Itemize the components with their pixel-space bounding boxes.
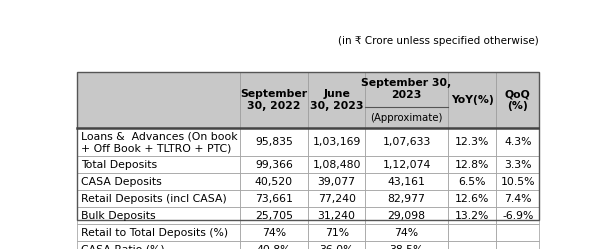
Text: 73,661: 73,661 (255, 194, 293, 204)
Bar (240, 207, 308, 224)
Text: 25,705: 25,705 (255, 211, 293, 221)
Bar (77, 156, 240, 173)
Text: 3.3%: 3.3% (504, 160, 532, 170)
Bar (77, 224, 240, 241)
Bar (365, 241, 448, 249)
Text: 12.6%: 12.6% (455, 194, 489, 204)
Text: 39,077: 39,077 (318, 177, 356, 187)
Bar (448, 207, 496, 224)
Text: 38.5%: 38.5% (389, 245, 424, 249)
Text: Bulk Deposits: Bulk Deposits (81, 211, 155, 221)
Bar (240, 156, 308, 173)
Bar (365, 224, 448, 241)
Bar (496, 190, 539, 207)
Text: 43,161: 43,161 (388, 177, 425, 187)
Bar (77, 207, 240, 224)
Text: CASA Ratio (%): CASA Ratio (%) (81, 245, 164, 249)
Bar (448, 72, 496, 128)
Text: 12.8%: 12.8% (455, 160, 489, 170)
Text: 40.8%: 40.8% (257, 245, 291, 249)
Text: Total Deposits: Total Deposits (81, 160, 157, 170)
Text: 1,08,480: 1,08,480 (313, 160, 361, 170)
Text: 7.4%: 7.4% (504, 194, 532, 204)
Bar (240, 224, 308, 241)
Text: 40,520: 40,520 (255, 177, 293, 187)
Bar (448, 241, 496, 249)
Text: 74%: 74% (394, 228, 419, 238)
Bar (496, 173, 539, 190)
Bar (496, 72, 539, 128)
Bar (365, 128, 448, 156)
Text: (Approximate): (Approximate) (370, 113, 443, 123)
Bar (448, 190, 496, 207)
Bar (308, 207, 365, 224)
Bar (448, 224, 496, 241)
Bar (77, 72, 240, 128)
Bar (448, 173, 496, 190)
Text: -6.9%: -6.9% (502, 211, 533, 221)
Bar (77, 72, 539, 220)
Text: Retail to Total Deposits (%): Retail to Total Deposits (%) (81, 228, 228, 238)
Text: 71%: 71% (325, 228, 349, 238)
Text: 12.3%: 12.3% (455, 137, 489, 147)
Bar (308, 190, 365, 207)
Bar (308, 241, 365, 249)
Bar (308, 128, 365, 156)
Text: 82,977: 82,977 (388, 194, 425, 204)
Text: 99,366: 99,366 (255, 160, 293, 170)
Bar (77, 128, 240, 156)
Text: 1,12,074: 1,12,074 (382, 160, 431, 170)
Text: September 30,
2023: September 30, 2023 (361, 78, 452, 100)
Bar (365, 72, 448, 128)
Text: Retail Deposits (incl CASA): Retail Deposits (incl CASA) (81, 194, 227, 204)
Bar (240, 190, 308, 207)
Text: CASA Deposits: CASA Deposits (81, 177, 162, 187)
Text: June
30, 2023: June 30, 2023 (310, 89, 364, 111)
Bar (365, 207, 448, 224)
Text: 6.5%: 6.5% (458, 177, 486, 187)
Bar (77, 190, 240, 207)
Text: 29,098: 29,098 (388, 211, 425, 221)
Bar (240, 128, 308, 156)
Text: 10.5%: 10.5% (500, 177, 535, 187)
Bar (77, 173, 240, 190)
Text: 1,03,169: 1,03,169 (313, 137, 361, 147)
Bar (365, 190, 448, 207)
Text: September
30, 2022: September 30, 2022 (241, 89, 308, 111)
Bar (496, 156, 539, 173)
Text: 31,240: 31,240 (318, 211, 356, 221)
Bar (496, 207, 539, 224)
Bar (496, 128, 539, 156)
Text: (in ₹ Crore unless specified otherwise): (in ₹ Crore unless specified otherwise) (338, 36, 539, 46)
Bar (365, 173, 448, 190)
Text: YoY(%): YoY(%) (451, 95, 493, 105)
Text: 4.3%: 4.3% (504, 137, 532, 147)
Text: Loans &  Advances (On book
+ Off Book + TLTRO + PTC): Loans & Advances (On book + Off Book + T… (81, 131, 238, 153)
Bar (308, 156, 365, 173)
Text: 13.2%: 13.2% (455, 211, 489, 221)
Text: 74%: 74% (262, 228, 286, 238)
Bar (77, 241, 240, 249)
Bar (308, 72, 365, 128)
Bar (240, 241, 308, 249)
Bar (240, 72, 308, 128)
Text: 95,835: 95,835 (255, 137, 293, 147)
Bar (308, 224, 365, 241)
Bar (496, 241, 539, 249)
Text: 36.0%: 36.0% (319, 245, 354, 249)
Text: 77,240: 77,240 (318, 194, 356, 204)
Bar (365, 156, 448, 173)
Bar (496, 224, 539, 241)
Text: QoQ
(%): QoQ (%) (505, 89, 530, 111)
Bar (448, 128, 496, 156)
Text: 1,07,633: 1,07,633 (382, 137, 431, 147)
Bar (308, 173, 365, 190)
Bar (240, 173, 308, 190)
Bar (448, 156, 496, 173)
